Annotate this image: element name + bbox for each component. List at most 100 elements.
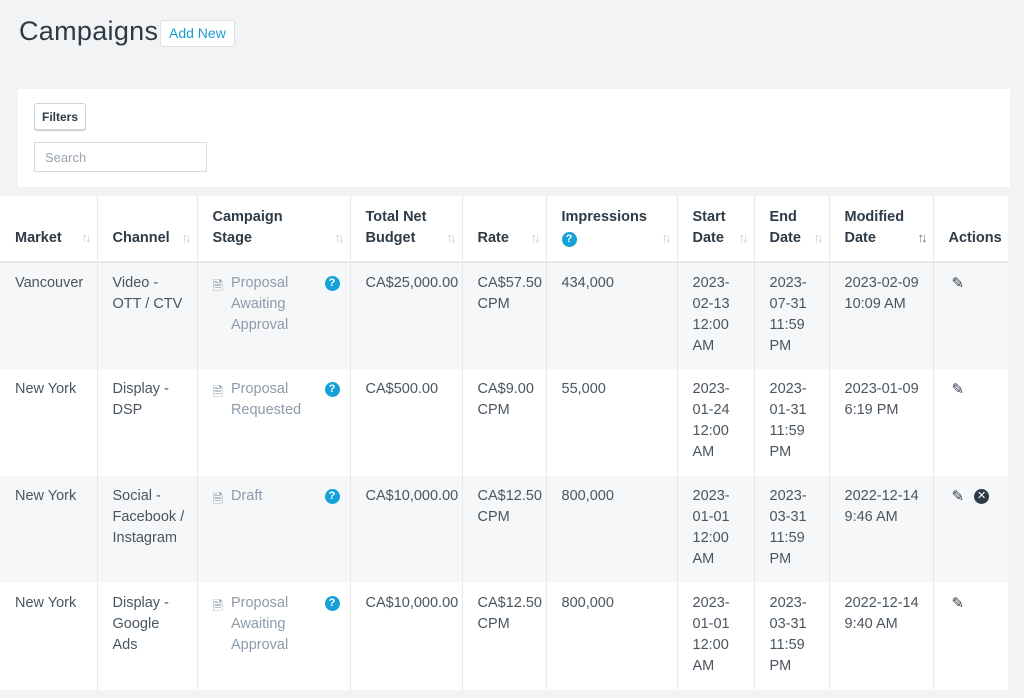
column-header-rate[interactable]: Rate ↑↓ [462,196,547,263]
market-value: New York [15,381,77,397]
cell-impressions: 55,000 [546,369,678,476]
column-header-label: Total Net Budget [365,209,427,246]
cell-stage: 🗎 Proposal Awaiting Approval? [197,583,351,690]
table-row: New York Display - Google Ads 🗎 Proposal Aw… [0,583,1008,690]
end-value: 2023-07-31 11:59 PM [769,275,807,354]
cell-modified: 2023-02-09 10:09 AM [829,262,934,369]
help-icon[interactable]: ? [324,489,340,504]
rate-value: CA$12.50 CPM [477,595,543,632]
document-icon: 🗎 [212,384,223,399]
cell-market: Vancouver [0,262,98,369]
impressions-value: 434,000 [561,275,614,291]
column-header-label: Impressions [561,209,647,225]
edit-icon[interactable]: ✎ [951,488,965,505]
cell-channel: Display - DSP [97,369,198,476]
modified-value: 2023-01-09 6:19 PM [844,381,919,418]
end-value: 2023-03-31 11:59 PM [769,595,807,674]
stage-label: Draft [230,488,263,504]
cell-start: 2023-01-24 12:00 AM [677,369,755,476]
column-header-actions: Actions [933,196,1008,263]
column-header-label: Actions [948,230,1002,246]
cell-market: New York [0,583,98,690]
column-header-end-date[interactable]: End Date ↑↓ [754,196,830,263]
modified-value: 2022-12-14 9:46 AM [844,488,919,525]
market-value: New York [15,488,77,504]
sort-icon[interactable]: ↑↓ [917,230,928,245]
help-icon[interactable]: ? [324,596,340,611]
cell-market: New York [0,476,98,583]
filters-button[interactable]: Filters [34,103,87,130]
rate-value: CA$12.50 CPM [477,488,543,525]
column-header-total-net-budget[interactable]: Total Net Budget ↑↓ [350,196,463,263]
document-icon: 🗎 [212,278,223,293]
column-header-market[interactable]: Market ↑↓ [0,196,98,263]
end-value: 2023-01-31 11:59 PM [769,381,807,460]
channel-value: Display - DSP [112,381,169,418]
column-header-modified-date[interactable]: Modified Date ↑↓ [829,196,934,263]
modified-value: 2023-02-09 10:09 AM [844,275,919,312]
help-icon[interactable]: ? [324,276,340,291]
start-value: 2023-01-24 12:00 AM [692,381,730,460]
sort-icon[interactable]: ↑↓ [813,230,824,245]
cell-rate: CA$12.50 CPM [462,583,547,690]
sort-icon[interactable]: ↑↓ [81,230,92,245]
help-icon[interactable]: ? [561,232,577,247]
cell-rate: CA$57.50 CPM [462,262,547,369]
column-header-channel[interactable]: Channel ↑↓ [97,196,198,263]
budget-value: CA$500.00 [365,381,439,397]
end-value: 2023-03-31 11:59 PM [769,488,807,567]
cell-impressions: 434,000 [546,262,678,369]
cell-start: 2023-01-01 12:00 AM [677,583,755,690]
sort-icon[interactable]: ↑↓ [661,230,672,245]
delete-icon[interactable]: ✕ [974,489,990,504]
sort-icon[interactable]: ↑↓ [334,230,345,245]
cell-end: 2023-01-31 11:59 PM [754,369,830,476]
table-row: New York Social - Facebook / Instagram 🗎 Dr… [0,476,1008,583]
cell-budget: CA$25,000.00 [350,262,463,369]
cell-modified: 2022-12-14 9:46 AM [829,476,934,583]
market-value: New York [15,595,77,611]
budget-value: CA$10,000.00 [365,488,459,504]
cell-start: 2023-01-01 12:00 AM [677,476,755,583]
budget-value: CA$10,000.00 [365,595,459,611]
cell-start: 2023-02-13 12:00 AM [677,262,755,369]
column-header-start-date[interactable]: Start Date ↑↓ [677,196,755,263]
column-header-label: Market [15,230,62,246]
stage-label: Proposal Awaiting Approval [230,595,289,653]
header-row: Market ↑↓ Channel ↑↓ Campaign Stage ↑↓ Total N… [0,196,1008,263]
cell-rate: CA$9.00 CPM [462,369,547,476]
search-input[interactable] [34,142,207,172]
column-header-impressions[interactable]: Impressions? ↑↓ [546,196,678,263]
add-new-button[interactable]: Add New [160,20,235,47]
impressions-value: 800,000 [561,595,614,611]
sort-icon[interactable]: ↑↓ [738,230,749,245]
cell-stage: 🗎 Proposal Awaiting Approval? [197,262,351,369]
cell-channel: Video - OTT / CTV [97,262,198,369]
cell-modified: 2023-01-09 6:19 PM [829,369,934,476]
cell-budget: CA$500.00 [350,369,463,476]
campaign-stage: 🗎 Proposal Requested? [213,379,340,421]
sort-icon[interactable]: ↑↓ [181,230,192,245]
cell-end: 2023-03-31 11:59 PM [754,476,830,583]
cell-budget: CA$10,000.00 [350,583,463,690]
column-header-label: Channel [112,230,170,246]
column-header-label: End Date [769,209,801,246]
help-icon[interactable]: ? [324,382,340,397]
cell-impressions: 800,000 [546,476,678,583]
column-header-campaign-stage[interactable]: Campaign Stage ↑↓ [197,196,351,263]
cell-actions: ✎ [933,583,1008,690]
cell-modified: 2022-12-14 9:40 AM [829,583,934,690]
rate-value: CA$9.00 CPM [477,381,534,418]
cell-channel: Social - Facebook / Instagram [97,476,198,583]
stage-label: Proposal Awaiting Approval [230,275,289,333]
cell-channel: Display - Google Ads [97,583,198,690]
edit-icon[interactable]: ✎ [951,275,965,292]
column-header-label: Start Date [692,209,726,246]
sort-icon[interactable]: ↑↓ [530,230,541,245]
channel-value: Social - Facebook / Instagram [112,488,185,546]
document-icon: 🗎 [212,598,223,613]
edit-icon[interactable]: ✎ [951,595,965,612]
document-icon: 🗎 [212,491,223,506]
edit-icon[interactable]: ✎ [951,381,965,398]
sort-icon[interactable]: ↑↓ [446,230,457,245]
